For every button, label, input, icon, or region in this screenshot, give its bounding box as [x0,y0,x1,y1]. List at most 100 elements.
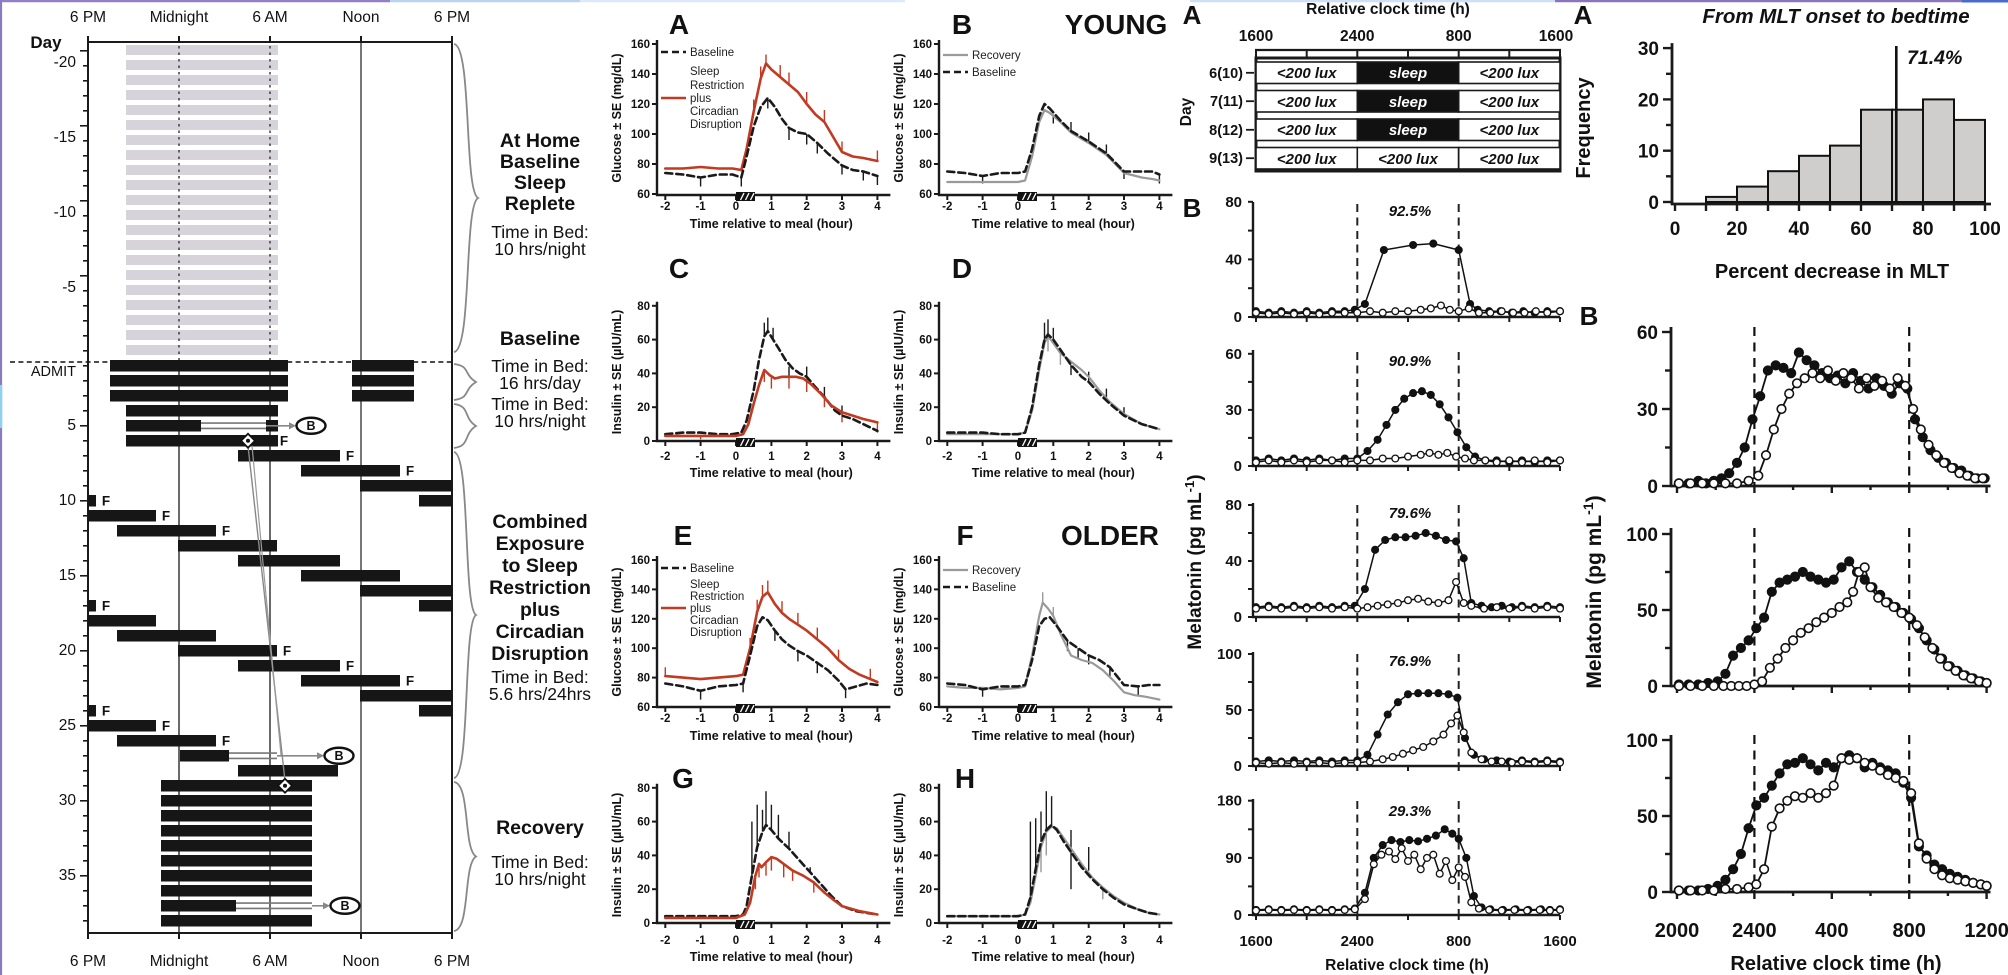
svg-text:Percent decrease in MLT: Percent decrease in MLT [1715,261,1949,283]
svg-text:F: F [162,719,170,734]
svg-text:0: 0 [926,436,932,448]
svg-text:0: 0 [644,918,650,930]
svg-text:20: 20 [919,884,932,896]
svg-text:20: 20 [637,402,650,414]
svg-text:-10: -10 [54,204,77,221]
svg-text:Exposure: Exposure [496,533,585,555]
svg-text:Circadian: Circadian [690,106,739,118]
svg-text:0: 0 [1647,677,1658,698]
svg-text:1200: 1200 [1964,920,2008,942]
svg-text:0: 0 [1015,713,1021,725]
svg-text:-2: -2 [660,935,670,947]
svg-text:0: 0 [1234,609,1242,626]
svg-text:B: B [306,419,315,433]
svg-text:10 hrs/night: 10 hrs/night [494,239,586,259]
svg-text:2400: 2400 [1732,920,1777,942]
svg-text:4: 4 [1156,713,1163,725]
svg-text:0: 0 [733,713,739,725]
svg-text:60: 60 [1637,323,1658,344]
svg-text:Time relative to meal (hour): Time relative to meal (hour) [972,217,1135,231]
svg-text:3: 3 [1121,935,1127,947]
svg-text:140: 140 [913,69,932,81]
svg-text:Sleep: Sleep [514,172,566,194]
svg-text:C: C [669,253,689,284]
svg-text:At Home: At Home [500,130,580,152]
svg-text:-2: -2 [942,935,952,947]
svg-text:0: 0 [1647,477,1658,498]
svg-text:Glucose ± SE (mg/dL): Glucose ± SE (mg/dL) [892,567,906,696]
svg-text:60: 60 [637,335,650,347]
svg-text:ADMIT: ADMIT [31,364,76,380]
svg-text:3: 3 [839,935,845,947]
svg-text:2: 2 [1085,201,1091,213]
svg-text:Recovery: Recovery [972,50,1021,62]
svg-text:120: 120 [631,614,650,626]
svg-text:Time in Bed:: Time in Bed: [491,222,589,242]
svg-text:6 PM: 6 PM [434,953,470,970]
svg-text:A: A [1183,0,1202,30]
svg-text:16 hrs/day: 16 hrs/day [499,373,581,393]
svg-text:<200 lux: <200 lux [1277,122,1337,139]
svg-text:140: 140 [631,69,650,81]
svg-text:B: B [1183,193,1202,223]
svg-text:60: 60 [919,335,932,347]
svg-text:50: 50 [1637,601,1658,622]
svg-text:40: 40 [919,368,932,380]
svg-text:4: 4 [874,201,881,213]
svg-text:160: 160 [913,39,932,51]
svg-text:-2: -2 [660,451,670,463]
svg-text:40: 40 [637,368,650,380]
svg-text:plus: plus [690,93,711,105]
svg-text:Time relative to meal (hour): Time relative to meal (hour) [690,729,853,743]
svg-text:Circadian: Circadian [496,621,585,643]
svg-text:20: 20 [1638,90,1659,111]
svg-text:0: 0 [1670,219,1681,240]
svg-text:E: E [674,520,693,551]
svg-text:60: 60 [1850,219,1871,240]
svg-text:Baseline: Baseline [972,67,1016,79]
svg-text:Frequency: Frequency [1573,77,1595,179]
svg-text:30: 30 [1225,402,1242,419]
svg-text:0: 0 [1234,907,1242,924]
svg-text:OLDER: OLDER [1061,520,1159,551]
svg-text:80: 80 [637,783,650,795]
svg-text:-1: -1 [977,935,988,947]
svg-text:0: 0 [926,918,932,930]
svg-text:50: 50 [1637,807,1658,828]
svg-text:80: 80 [1225,194,1242,211]
svg-text:plus: plus [520,599,560,621]
svg-text:140: 140 [913,584,932,596]
svg-text:Noon: Noon [342,953,379,970]
svg-text:F: F [406,464,414,479]
svg-text:400: 400 [1815,920,1848,942]
svg-text:80: 80 [919,301,932,313]
svg-text:B: B [952,9,972,40]
svg-text:-2: -2 [660,713,670,725]
svg-text:29.3%: 29.3% [1388,803,1432,820]
svg-text:F: F [956,520,973,551]
svg-text:80: 80 [1912,219,1933,240]
svg-text:F: F [222,734,230,749]
svg-text:0: 0 [1234,309,1242,326]
svg-text:Time relative to meal (hour): Time relative to meal (hour) [972,950,1135,964]
svg-text:-2: -2 [942,713,952,725]
svg-text:H: H [955,763,975,794]
svg-text:4: 4 [1156,201,1163,213]
svg-text:A: A [1574,0,1593,30]
svg-text:2: 2 [1085,451,1091,463]
svg-text:F: F [162,509,170,524]
svg-text:Relative clock time (h): Relative clock time (h) [1306,1,1470,18]
svg-text:Midnight: Midnight [150,9,209,26]
svg-text:0: 0 [1647,883,1658,904]
svg-text:Restriction: Restriction [489,577,591,599]
svg-text:180: 180 [1217,793,1242,810]
svg-text:60: 60 [637,702,650,714]
svg-text:50: 50 [1225,702,1242,719]
svg-text:71.4%: 71.4% [1907,47,1962,69]
svg-text:YOUNG: YOUNG [1065,9,1168,40]
svg-text:-20: -20 [54,54,77,71]
svg-text:-2: -2 [660,201,670,213]
svg-text:<200 lux: <200 lux [1479,122,1539,139]
svg-text:25: 25 [59,717,76,734]
svg-text:-1: -1 [977,713,988,725]
